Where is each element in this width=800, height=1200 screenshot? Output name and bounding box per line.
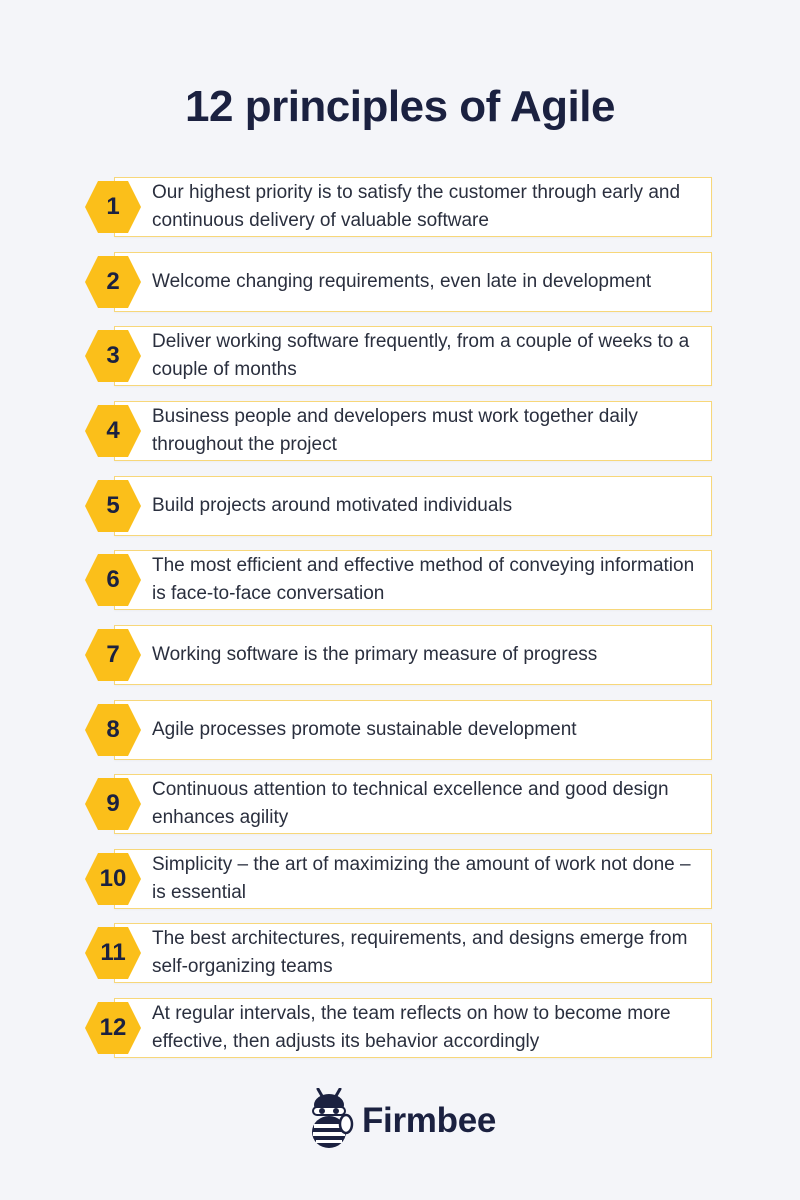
principle-card (114, 849, 712, 909)
principle-item: Continuous attention to technical excell… (84, 774, 714, 836)
principle-item: Simplicity – the art of maximizing the a… (84, 849, 714, 911)
principle-item: Deliver working software frequently, fro… (84, 326, 714, 388)
brand-name: Firmbee (361, 1101, 497, 1140)
principle-text: Welcome changing requirements, even late… (152, 271, 652, 292)
principle-item: The best architectures, requirements, an… (84, 923, 714, 985)
principle-number: 3 (106, 342, 120, 369)
principle-card (114, 550, 712, 610)
principle-text: Simplicity – the art of maximizing the a… (152, 854, 691, 903)
hexagon-number-badge: 5 (84, 479, 142, 533)
principle-text: Build projects around motivated individu… (152, 495, 513, 516)
principle-item: Welcome changing requirements, even late… (84, 252, 714, 314)
principle-item: Build projects around motivated individu… (84, 476, 714, 538)
hexagon-number-badge: 6 (84, 553, 142, 607)
principle-text: At regular intervals, the team reflects … (152, 1003, 671, 1052)
principle-text: Our highest priority is to satisfy the c… (152, 182, 681, 231)
principle-text: Working software is the primary measure … (152, 644, 598, 665)
principle-card (114, 476, 712, 536)
principle-item: Agile processes promote sustainable deve… (84, 700, 714, 762)
principle-item: Our highest priority is to satisfy the c… (84, 177, 714, 239)
principle-number: 2 (106, 268, 120, 295)
principle-item: At regular intervals, the team reflects … (84, 998, 714, 1060)
brand-logo: Firmbee (0, 1087, 800, 1155)
principle-number: 12 (99, 1014, 127, 1041)
principle-item: Working software is the primary measure … (84, 625, 714, 687)
principle-number: 7 (106, 641, 120, 668)
hexagon-number-badge: 2 (84, 255, 142, 309)
principle-text: Agile processes promote sustainable deve… (152, 719, 577, 740)
page-title: 12 principles of Agile (185, 82, 615, 131)
hexagon-number-badge: 9 (84, 777, 142, 831)
principle-number: 9 (106, 790, 120, 817)
principle-number: 5 (106, 492, 120, 519)
principle-card (114, 252, 712, 312)
principle-number: 1 (106, 193, 120, 220)
principle-card (114, 774, 712, 834)
principle-item: Business people and developers must work… (84, 401, 714, 463)
hexagon-number-badge: 4 (84, 404, 142, 458)
principle-text: Deliver working software frequently, fro… (152, 331, 690, 380)
principle-number: 6 (106, 566, 120, 593)
principle-card (114, 923, 712, 983)
hexagon-number-badge: 1 (84, 180, 142, 234)
principle-text: The most efficient and effective method … (152, 555, 695, 604)
principle-item: The most efficient and effective method … (84, 550, 714, 612)
principle-text: Continuous attention to technical excell… (152, 779, 669, 828)
hexagon-number-badge: 3 (84, 329, 142, 383)
principle-number: 4 (106, 417, 120, 444)
hexagon-number-badge: 8 (84, 703, 142, 757)
hexagon-number-badge: 12 (84, 1001, 142, 1055)
bee-mascot-icon (304, 1087, 354, 1155)
principle-card (114, 700, 712, 760)
principle-text: Business people and developers must work… (152, 406, 638, 455)
principle-card (114, 625, 712, 685)
hexagon-number-badge: 10 (84, 852, 142, 906)
principle-text: The best architectures, requirements, an… (152, 928, 688, 977)
principle-card (114, 401, 712, 461)
principle-number: 8 (106, 716, 120, 743)
principle-number: 11 (100, 939, 126, 966)
hexagon-number-badge: 7 (84, 628, 142, 682)
principle-card (114, 177, 712, 237)
hexagon-number-badge: 11 (84, 926, 142, 980)
principle-card (114, 998, 712, 1058)
principle-number: 10 (99, 865, 127, 892)
